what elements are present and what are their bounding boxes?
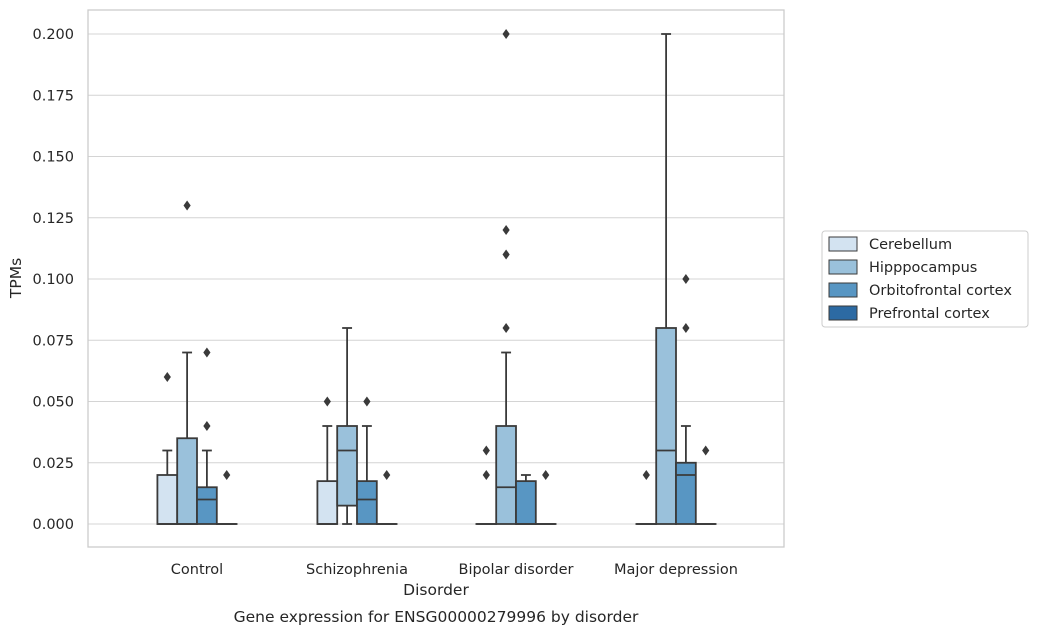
y-tick-label: 0.125 [32, 211, 74, 227]
legend-frame [821, 230, 1029, 328]
x-tick-labels: Control Schizophrenia Bipolar disorder Majo… [171, 562, 738, 578]
box-group [635, 470, 658, 525]
box-group [675, 274, 697, 525]
legend-label: Hipppocampus [869, 260, 977, 276]
box-group [316, 396, 339, 525]
outlier-point [203, 347, 211, 358]
y-tick-label: 0.075 [32, 333, 74, 349]
legend-label: Orbitofrontal cortex [869, 283, 1012, 299]
x-tick-label: Schizophrenia [306, 562, 408, 578]
box-group [196, 347, 218, 525]
legend-label: Cerebellum [869, 237, 952, 253]
outlier-point [163, 372, 171, 382]
box-group [156, 372, 179, 525]
outlier-point [502, 249, 510, 260]
outlier-point [203, 421, 211, 431]
outlier-point [682, 323, 690, 333]
box-group [534, 470, 557, 525]
x-tick-label: Bipolar disorder [459, 562, 574, 578]
box-group [495, 29, 517, 525]
plot-area-frame [87, 9, 785, 548]
box-iqr [156, 474, 179, 525]
outlier-point [502, 323, 510, 333]
outlier-point [223, 470, 231, 480]
box-iqr [196, 486, 218, 525]
box-group [215, 470, 238, 525]
outlier-point [323, 396, 331, 407]
grid-lines [88, 33, 784, 525]
y-tick-label: 0.200 [32, 27, 74, 43]
box-group [336, 327, 358, 525]
legend: Cerebellum Hipppocampus Orbitofrontal cort… [821, 230, 1029, 328]
outlier-point [502, 225, 510, 235]
box-group [655, 33, 677, 525]
legend-swatch [828, 259, 858, 275]
box-group [694, 445, 717, 525]
x-axis-label: Disorder [403, 581, 469, 599]
legend-swatch [828, 305, 858, 321]
outlier-point [682, 274, 690, 284]
outlier-point [482, 445, 490, 456]
box-iqr [495, 425, 517, 525]
box-group [475, 445, 498, 525]
outlier-point [542, 470, 550, 480]
box-iqr [316, 480, 339, 525]
box-iqr [336, 425, 358, 507]
legend-items: Cerebellum Hipppocampus Orbitofrontal cort… [828, 236, 1012, 322]
outlier-point [383, 470, 391, 480]
box-group [176, 200, 198, 525]
outlier-point [642, 470, 650, 480]
x-tick-label: Major depression [614, 562, 738, 578]
box-group [356, 396, 378, 525]
box-group [515, 474, 537, 525]
outlier-point [183, 200, 191, 211]
y-tick-label: 0.000 [32, 517, 74, 533]
outlier-point [702, 445, 710, 456]
chart-caption: Gene expression for ENSG00000279996 by d… [234, 608, 639, 626]
y-tick-label: 0.150 [32, 150, 74, 166]
box-iqr [655, 327, 677, 525]
legend-label: Prefrontal cortex [869, 306, 990, 322]
box-group [375, 470, 398, 525]
outlier-point [363, 396, 371, 407]
y-tick-label: 0.175 [32, 88, 74, 104]
box-iqr [515, 480, 537, 525]
y-tick-labels: 0.000 0.025 0.050 0.075 0.100 0.125 0.150 0.175… [32, 27, 74, 533]
box-iqr [356, 480, 378, 525]
x-tick-label: Control [171, 562, 223, 578]
box-iqr [176, 437, 198, 525]
legend-swatch [828, 282, 858, 298]
boxes-layer [156, 29, 717, 525]
outlier-point [482, 470, 490, 480]
box-iqr [675, 461, 697, 525]
y-axis-label: TPMs [7, 258, 25, 299]
y-tick-label: 0.050 [32, 395, 74, 411]
y-tick-label: 0.025 [32, 456, 74, 472]
legend-swatch [828, 236, 858, 252]
outlier-point [502, 29, 510, 39]
y-tick-label: 0.100 [32, 272, 74, 288]
